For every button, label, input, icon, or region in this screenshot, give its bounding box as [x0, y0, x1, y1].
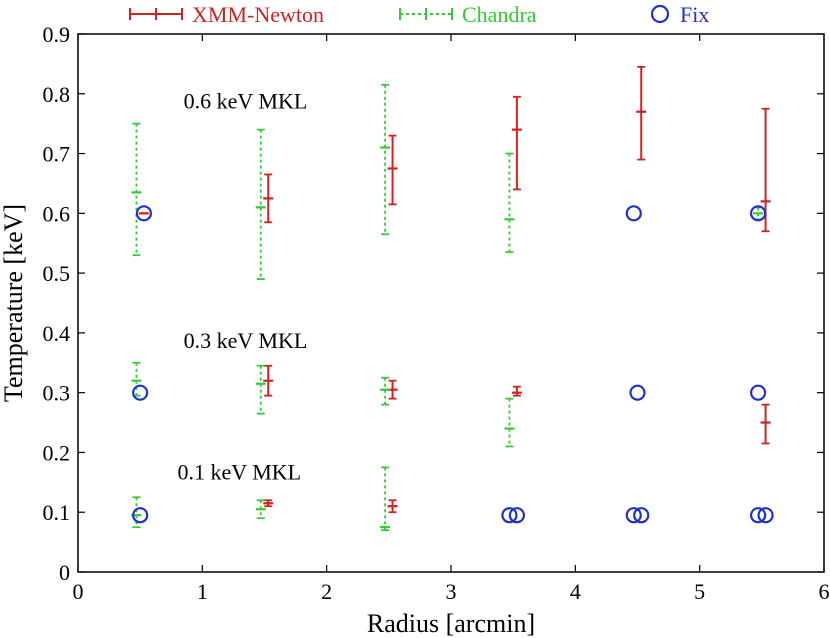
- y-tick-label: 0.7: [43, 142, 71, 167]
- y-tick-label: 0.1: [43, 500, 71, 525]
- fix-point: [633, 507, 650, 524]
- fix-point: [629, 384, 646, 401]
- fix-point: [508, 507, 525, 524]
- legend-fix-marker: [650, 4, 670, 24]
- y-tick-label: 0.5: [43, 261, 71, 286]
- fix-point: [501, 507, 518, 524]
- x-tick-label: 6: [819, 579, 830, 604]
- y-tick-label: 0.8: [43, 82, 71, 107]
- fix-point: [625, 205, 642, 222]
- y-tick-label: 0.2: [43, 440, 71, 465]
- legend-label: Chandra: [462, 2, 537, 27]
- x-tick-label: 3: [446, 579, 457, 604]
- x-tick-label: 2: [321, 579, 332, 604]
- mkl-annotation: 0.1 keV MKL: [177, 459, 301, 484]
- legend-label: Fix: [680, 2, 709, 27]
- fix-point: [750, 384, 767, 401]
- y-tick-label: 0.9: [43, 22, 71, 47]
- fix-point: [132, 507, 149, 524]
- y-tick-label: 0.3: [43, 381, 71, 406]
- y-axis-ticks: 0 0.1 0.2 0.3 0.4 0.5 0.6 0.7 0.8 0.9: [43, 22, 824, 585]
- fix-point: [757, 507, 774, 524]
- fix-point: [750, 205, 767, 222]
- x-axis-ticks: 0 1 2 3 4 5 6: [73, 34, 830, 604]
- fix-point: [132, 384, 149, 401]
- y-tick-label: 0: [59, 560, 70, 585]
- x-tick-label: 4: [570, 579, 581, 604]
- chart-legend: XMM-Newton Chandra Fix: [129, 2, 709, 27]
- fix-point: [625, 507, 642, 524]
- fix-point: [750, 507, 767, 524]
- legend-label: XMM-Newton: [192, 2, 324, 27]
- fix-point: [135, 205, 152, 222]
- y-tick-label: 0.6: [43, 201, 71, 226]
- mkl-annotation: 0.6 keV MKL: [184, 89, 308, 114]
- chart-annotations: 0.6 keV MKL 0.3 keV MKL 0.1 keV MKL: [177, 89, 307, 485]
- x-tick-label: 5: [694, 579, 705, 604]
- y-axis-label: Temperature [keV]: [0, 204, 28, 402]
- x-tick-label: 0: [73, 579, 84, 604]
- x-tick-label: 1: [197, 579, 208, 604]
- x-axis-label: Radius [arcmin]: [367, 609, 535, 638]
- mkl-annotation: 0.3 keV MKL: [184, 328, 308, 353]
- chart-marks: [131, 65, 774, 532]
- plot-frame: [77, 33, 825, 573]
- y-tick-label: 0.4: [43, 321, 71, 346]
